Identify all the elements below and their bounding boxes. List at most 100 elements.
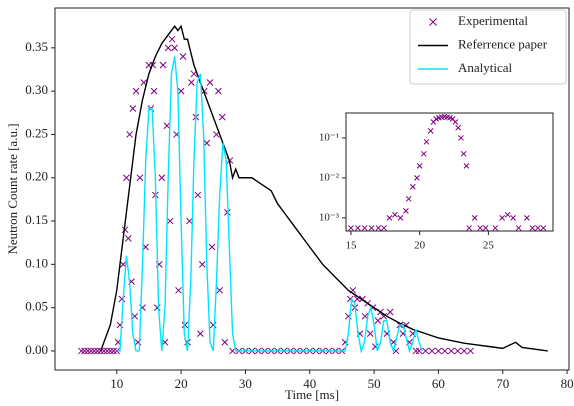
data-point [150,87,158,95]
data-point [113,347,121,355]
y-tick-label: 0.30 [25,82,48,97]
data-point [397,215,404,221]
data-point [423,138,430,145]
data-point [422,347,429,355]
data-point [524,215,530,221]
data-point [218,113,226,121]
x-tick-label: 10 [110,376,123,391]
data-point [405,195,412,202]
data-point [447,347,455,355]
data-point [529,225,536,231]
x-tick-label: 40 [303,376,316,391]
data-point [535,225,541,231]
data-point [106,347,114,355]
y-tick-label: 0.15 [25,212,48,227]
x-tick-label: 30 [239,376,252,391]
data-point [409,183,416,190]
legend-marker [429,18,437,26]
y-tick-label: 0.00 [25,342,48,357]
data-point [124,235,132,242]
legend-box [409,9,567,85]
data-point [515,225,522,231]
data-point [375,225,382,231]
data-point [198,260,206,268]
x-tick-label: 70 [496,376,509,391]
data-point [132,87,140,95]
data-point [206,79,214,86]
data-point [452,119,459,125]
data-point [386,215,393,221]
data-point [166,217,174,225]
data-point [458,135,464,141]
x-tick-label: 80 [561,376,574,391]
data-point [103,347,111,355]
data-point [466,225,473,231]
data-point [348,225,354,231]
data-point [171,44,179,52]
data-point [175,286,182,294]
data-point [499,215,505,221]
data-point [194,191,202,199]
x-axis-label: Time [ms] [285,387,339,402]
data-point [177,87,185,95]
data-line [100,24,548,352]
data-point [136,174,144,182]
data-point [186,217,193,225]
data-point [420,150,427,157]
data-point [129,105,137,112]
data-point [354,225,361,231]
data-point [403,207,409,214]
data-point [163,122,171,130]
y-tick-label: 10⁻¹ [319,131,339,143]
y-tick-label: 0.25 [25,125,48,140]
data-point [209,321,217,329]
data-point [164,44,172,52]
data-point [78,347,85,355]
data-point [540,225,547,231]
data-point [392,211,398,218]
data-point [208,243,216,251]
y-axis-label: Neutron Count rate [a.u.] [5,123,20,254]
y-tick-label: 10⁻² [319,171,340,183]
x-tick-label: 20 [175,376,188,391]
data-point [366,330,374,337]
x-tick-label: 60 [432,376,445,391]
data-point [215,87,222,95]
data-point [467,347,474,355]
data-point [455,124,462,131]
y-tick-label: 0.20 [25,169,48,184]
data-point [386,308,394,316]
data-point [203,139,211,147]
y-tick-label: 10⁻³ [319,211,340,223]
data-point [381,225,387,231]
data-point [510,215,516,221]
data-point [414,175,420,181]
data-point [84,347,92,355]
legend-label: Experimental [458,13,528,28]
data-point [126,131,133,138]
data-point [361,225,368,231]
data-point [368,225,375,231]
data-point [435,347,442,355]
data-point [197,330,204,337]
inset-frame [345,112,554,232]
data-point [380,312,388,320]
data-point [81,347,88,355]
data-point [374,317,382,324]
data-point [188,79,195,86]
data-point [460,150,467,157]
legend-label: Referrence paper [458,36,548,51]
data-point [441,347,449,355]
data-point [94,347,101,355]
data-point [454,347,462,355]
x-tick-label: 25 [483,240,495,252]
data-point [412,347,420,355]
data-point [121,226,129,234]
data-point [168,35,176,43]
data-point [87,347,95,355]
data-point [110,347,117,355]
data-point [131,312,139,320]
data-point [159,61,167,69]
data-point [482,225,489,231]
data-point [123,174,130,182]
